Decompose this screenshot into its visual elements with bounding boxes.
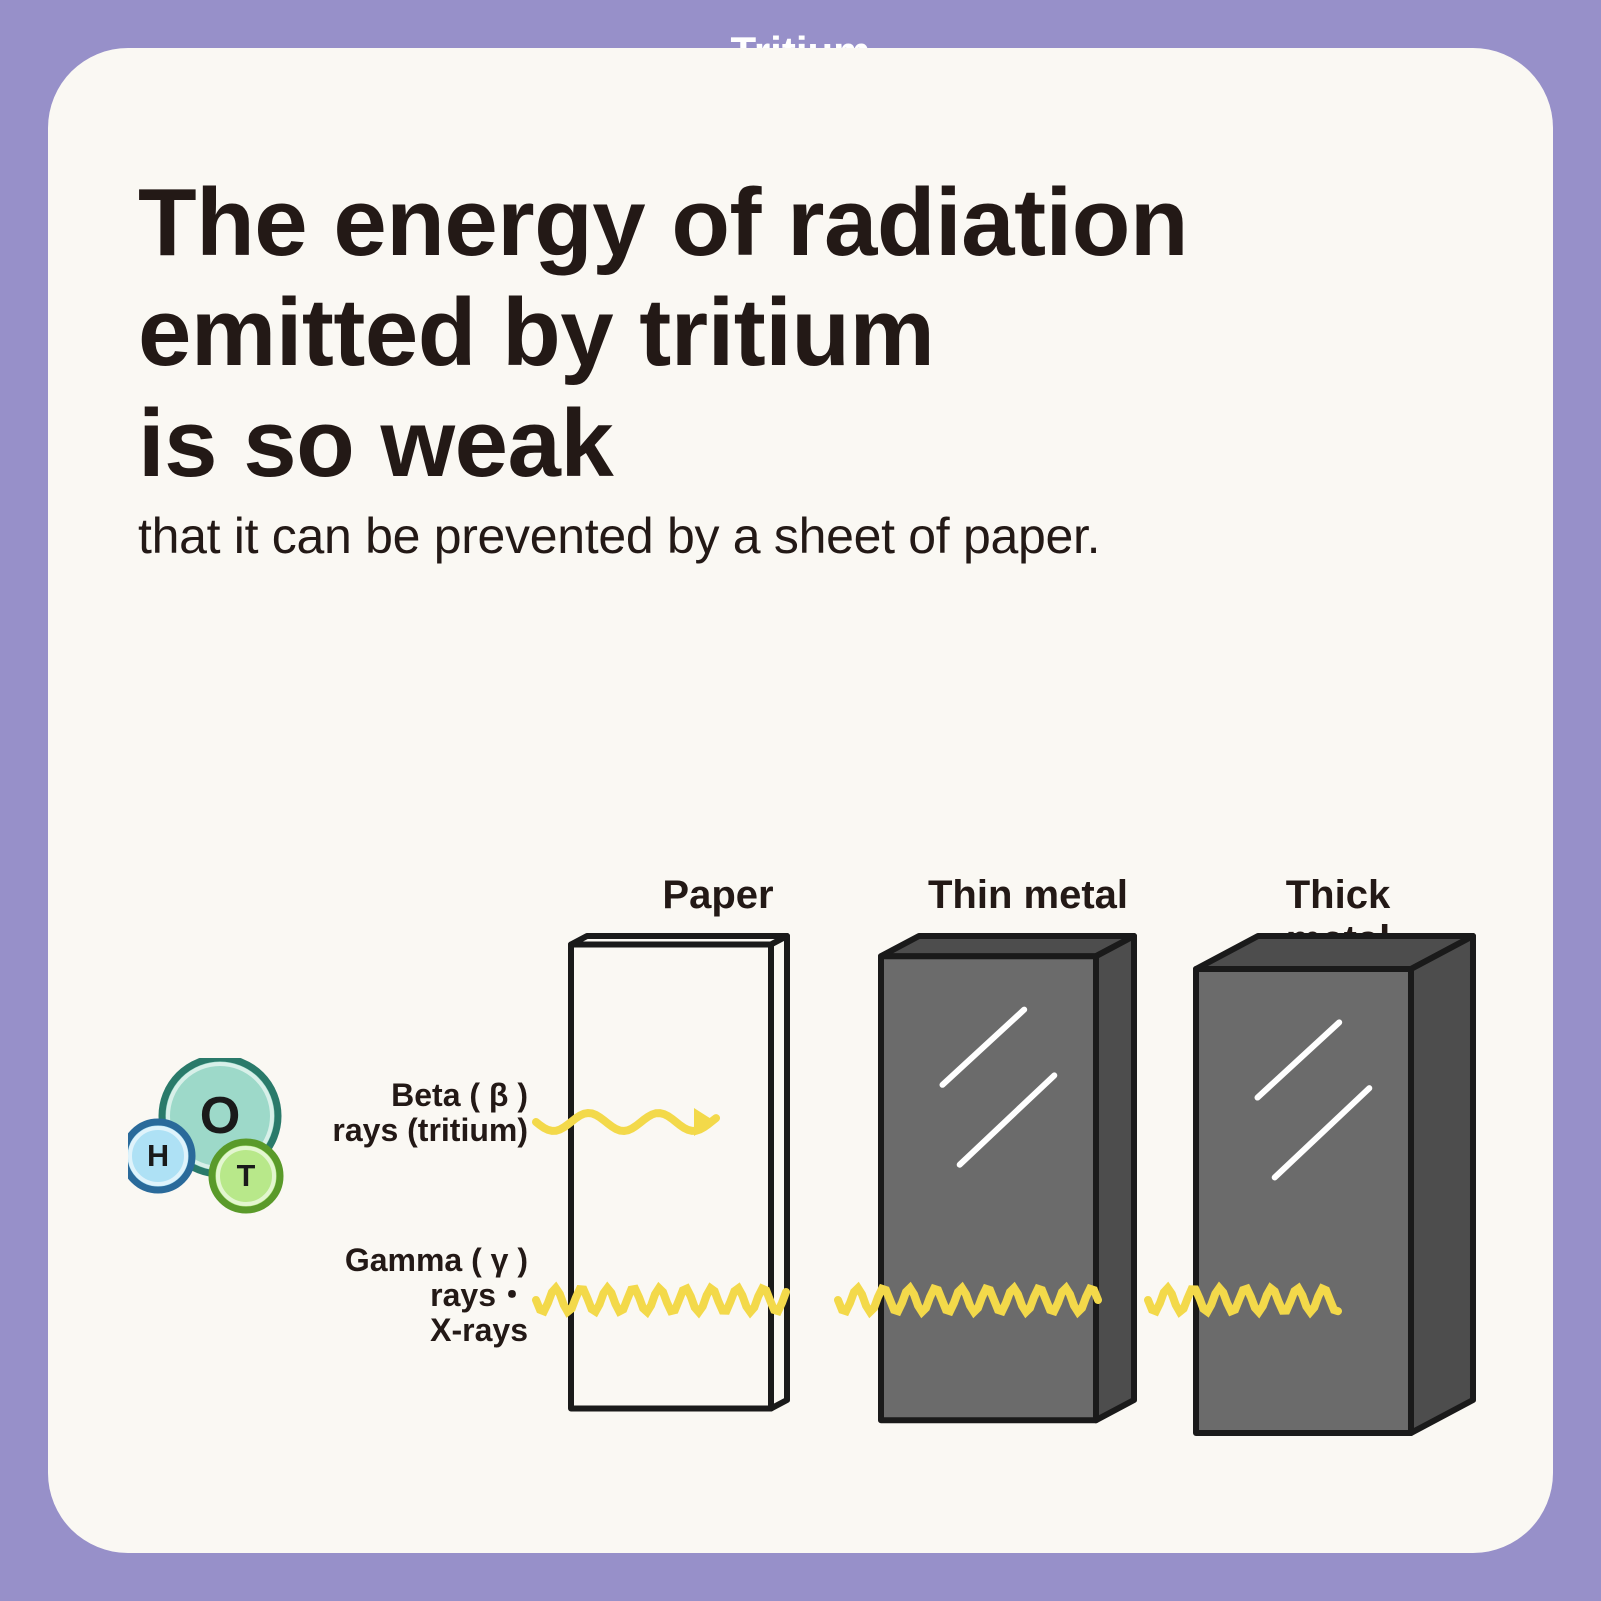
svg-text:H: H — [147, 1139, 169, 1173]
gamma-wave-2-icon — [838, 1273, 1098, 1327]
beta-wave-icon — [536, 1098, 746, 1146]
radiation-diagram: PaperThin metalThick metalOHTBeta ( β )r… — [138, 873, 1463, 1443]
panel-thin_metal-icon — [878, 933, 1137, 1435]
headline-line-2: emitted by tritium — [138, 279, 934, 386]
beta-ray-label: Beta ( β )rays (tritium) — [298, 1078, 528, 1148]
info-card: The energy of radiation emitted by triti… — [48, 48, 1553, 1553]
panel-paper-icon — [568, 933, 790, 1424]
headline: The energy of radiation emitted by triti… — [138, 168, 1463, 499]
panel-label-paper: Paper — [608, 873, 828, 918]
panel-label-thin_metal: Thin metal — [918, 873, 1138, 918]
svg-text:T: T — [237, 1159, 256, 1193]
headline-line-1: The energy of radiation — [138, 169, 1188, 276]
subline: that it can be prevented by a sheet of p… — [138, 507, 1463, 565]
headline-line-3: is so weak — [138, 390, 613, 497]
gamma-wave-1-icon — [536, 1273, 786, 1327]
tritium-molecule-icon: OH T — [128, 1058, 298, 1233]
gamma-ray-label: Gamma ( γ ) rays・X-rays — [258, 1243, 528, 1349]
panel-thick_metal-icon — [1193, 933, 1476, 1448]
svg-text:O: O — [200, 1087, 241, 1145]
gamma-wave-3-icon — [1148, 1273, 1338, 1327]
